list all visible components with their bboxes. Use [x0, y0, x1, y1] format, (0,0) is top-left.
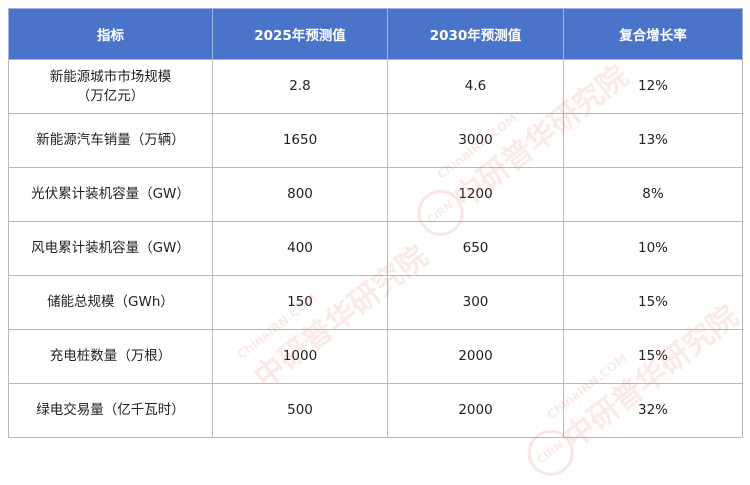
- table-row: 绿电交易量（亿千瓦时） 500 2000 32%: [8, 383, 743, 438]
- table-cell: 绿电交易量（亿千瓦时）: [8, 383, 213, 438]
- table-cell: 2000: [387, 329, 564, 384]
- table-cell: 1200: [387, 167, 564, 222]
- table-cell: 800: [212, 167, 388, 222]
- table-cell: 32%: [563, 383, 743, 438]
- table-row: 充电桩数量（万根） 1000 2000 15%: [8, 329, 743, 384]
- table-cell: 12%: [563, 59, 743, 114]
- table-cell: 300: [387, 275, 564, 330]
- table-cell: 4.6: [387, 59, 564, 114]
- page: 指标 2025年预测值 2030年预测值 复合增长率 新能源城市市场规模 （万亿元） 2…: [8, 8, 745, 485]
- table-cell: 储能总规模（GWh）: [8, 275, 213, 330]
- table-cell: 新能源城市市场规模 （万亿元）: [8, 59, 213, 114]
- header-cell: 指标: [8, 8, 213, 60]
- table-cell: 3000: [387, 113, 564, 168]
- table-row: 风电累计装机容量（GW） 400 650 10%: [8, 221, 743, 276]
- table-cell: 1650: [212, 113, 388, 168]
- header-cell: 2030年预测值: [387, 8, 564, 60]
- table-body: 新能源城市市场规模 （万亿元） 2.8 4.6 12% 新能源汽车销量（万辆） 1650 3…: [8, 59, 743, 438]
- table-row: 光伏累计装机容量（GW） 800 1200 8%: [8, 167, 743, 222]
- table-cell: 650: [387, 221, 564, 276]
- table-row: 新能源城市市场规模 （万亿元） 2.8 4.6 12%: [8, 59, 743, 114]
- table-row: 新能源汽车销量（万辆） 1650 3000 13%: [8, 113, 743, 168]
- table-cell: 15%: [563, 329, 743, 384]
- table-cell: 10%: [563, 221, 743, 276]
- header-cell: 2025年预测值: [212, 8, 388, 60]
- header-row: 指标 2025年预测值 2030年预测值 复合增长率: [8, 8, 743, 60]
- table-cell: 13%: [563, 113, 743, 168]
- table-cell: 15%: [563, 275, 743, 330]
- table-cell: 2.8: [212, 59, 388, 114]
- header-cell: 复合增长率: [563, 8, 743, 60]
- table-cell: 500: [212, 383, 388, 438]
- table-cell: 光伏累计装机容量（GW）: [8, 167, 213, 222]
- table-cell: 150: [212, 275, 388, 330]
- table-cell: 1000: [212, 329, 388, 384]
- data-table: 指标 2025年预测值 2030年预测值 复合增长率 新能源城市市场规模 （万亿元） 2…: [8, 8, 743, 438]
- table-cell: 8%: [563, 167, 743, 222]
- table-cell: 风电累计装机容量（GW）: [8, 221, 213, 276]
- table-cell: 充电桩数量（万根）: [8, 329, 213, 384]
- table-cell: 400: [212, 221, 388, 276]
- table-cell: 2000: [387, 383, 564, 438]
- table-cell: 新能源汽车销量（万辆）: [8, 113, 213, 168]
- table-row: 储能总规模（GWh） 150 300 15%: [8, 275, 743, 330]
